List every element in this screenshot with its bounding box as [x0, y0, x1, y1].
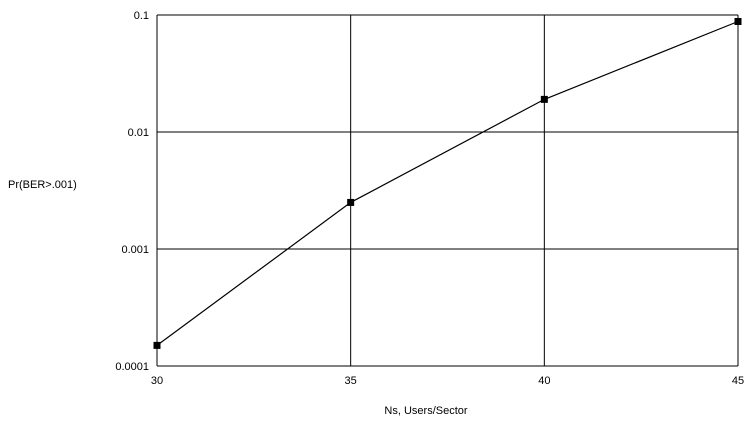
tick-labels: 0.0001 0.001 0.01 0.1 30 35 40 45 [115, 10, 744, 387]
x-tick-label: 45 [732, 375, 744, 387]
x-axis-title: Ns, Users/Sector [384, 405, 467, 417]
y-tick-label: 0.0001 [115, 361, 149, 373]
y-tick-label: 0.01 [128, 127, 149, 139]
series-layer [153, 17, 742, 349]
data-point-marker [540, 95, 548, 103]
y-axis-title: Pr(BER>.001) [8, 179, 77, 191]
x-tick-label: 30 [151, 375, 163, 387]
y-tick-label: 0.001 [121, 244, 149, 256]
x-tick-label: 35 [345, 375, 357, 387]
grid-layer [156, 14, 739, 367]
x-tick-label: 40 [538, 375, 550, 387]
series-line [156, 20, 739, 346]
y-tick-label: 0.1 [134, 10, 149, 22]
data-point-marker [153, 341, 161, 349]
data-point-marker [734, 17, 742, 25]
data-point-marker [347, 198, 355, 206]
